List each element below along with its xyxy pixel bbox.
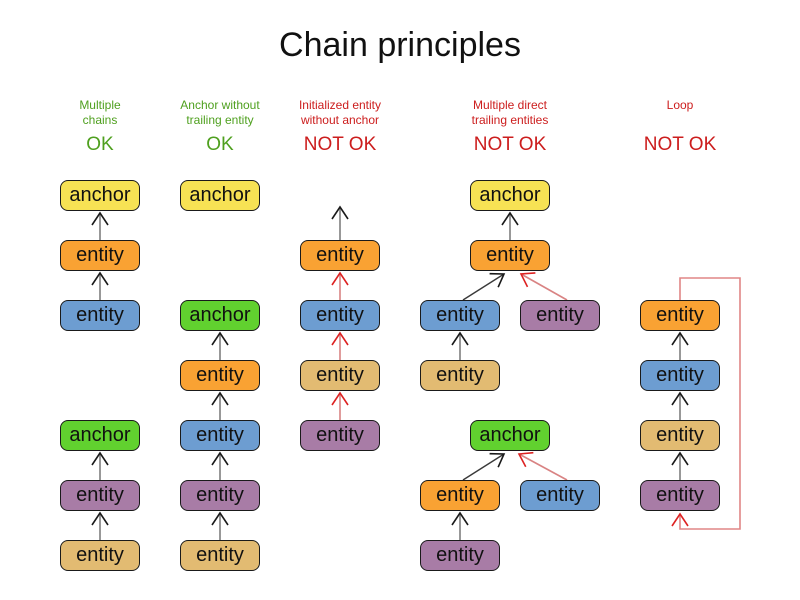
node-entity: entity [520, 300, 600, 331]
node-entity: entity [180, 480, 260, 511]
page-title: Chain principles [279, 26, 521, 64]
node-entity: entity [420, 540, 500, 571]
header-line: Loop [666, 98, 694, 112]
verdict-multiple-direct-trailing-entities: NOT OK [473, 134, 547, 155]
column-header-multiple-direct-trailing-entities: Multiple direct trailing entities [430, 98, 590, 128]
verdict-multiple-chains: OK [86, 134, 114, 155]
node-entity: entity [60, 300, 140, 331]
column-header-multiple-chains: Multiple chains [20, 98, 180, 128]
header-line: Anchor without [180, 98, 260, 112]
node-anchor: anchor [180, 300, 260, 331]
header-line: chains [82, 113, 118, 127]
node-entity: entity [180, 420, 260, 451]
node-entity: entity [60, 480, 140, 511]
node-anchor: anchor [60, 420, 140, 451]
header-line: trailing entity [186, 113, 254, 127]
column-header-initialized-entity-without-anchor: Initialized entity without anchor [260, 98, 420, 128]
verdict-loop: NOT OK [643, 134, 717, 155]
verdict-anchor-without-trailing-entity: OK [206, 134, 234, 155]
node-entity: entity [520, 480, 600, 511]
arrow-diagonal [462, 452, 506, 481]
loop-arrow-red [671, 277, 741, 530]
arrow-diagonal-red [517, 451, 568, 481]
column-header-anchor-without-trailing-entity: Anchor without trailing entity [140, 98, 300, 128]
node-entity: entity [180, 360, 260, 391]
arrow-diagonal [462, 272, 506, 301]
node-entity: entity [640, 420, 720, 451]
node-entity: entity [420, 480, 500, 511]
node-entity: entity [640, 480, 720, 511]
node-anchor: anchor [60, 180, 140, 211]
node-entity: entity [420, 300, 500, 331]
verdict-initialized-entity-without-anchor: NOT OK [303, 134, 377, 155]
node-entity: entity [60, 540, 140, 571]
node-entity: entity [470, 240, 550, 271]
node-entity: entity [640, 360, 720, 391]
header-line: Multiple [79, 98, 121, 112]
node-entity: entity [640, 300, 720, 331]
node-entity: entity [300, 300, 380, 331]
node-entity: entity [420, 360, 500, 391]
node-anchor: anchor [180, 180, 260, 211]
arrow-diagonal-red [519, 272, 568, 301]
node-anchor: anchor [470, 180, 550, 211]
node-entity: entity [300, 420, 380, 451]
header-line: Multiple direct [472, 98, 548, 112]
node-anchor: anchor [470, 420, 550, 451]
column-header-loop: Loop [600, 98, 760, 113]
header-line: without anchor [300, 113, 380, 127]
header-line: Initialized entity [298, 98, 382, 112]
node-entity: entity [300, 240, 380, 271]
node-entity: entity [180, 540, 260, 571]
node-entity: entity [60, 240, 140, 271]
node-entity: entity [300, 360, 380, 391]
header-line: trailing entities [471, 113, 549, 127]
